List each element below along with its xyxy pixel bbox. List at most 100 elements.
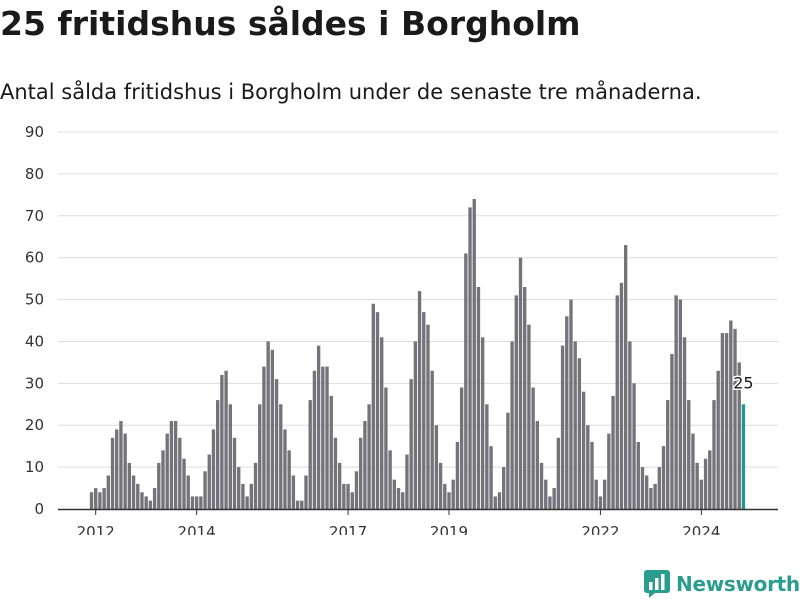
bar [531,387,535,509]
x-tick-label: 2014 [178,523,216,535]
bar [422,312,426,509]
bar [518,257,523,509]
bar [497,492,502,509]
bar [363,421,367,509]
bar [670,354,674,509]
last-value-label: 25 [733,373,753,392]
bar [577,358,582,509]
bar [590,441,594,509]
bar [573,341,577,509]
bar [283,429,287,509]
bar [506,412,510,509]
bar [607,433,611,509]
bar [539,462,544,509]
bar [645,475,649,509]
bar [405,454,409,509]
bar [94,488,98,509]
y-tick-label: 50 [25,291,44,309]
bar [123,433,127,509]
bar [291,475,296,509]
bar [316,345,321,509]
bar [371,303,375,509]
bar [451,479,455,509]
bar [682,337,687,509]
bar [165,433,169,509]
bar [182,458,186,509]
bar [729,320,733,509]
bar [459,387,464,509]
bar [258,404,262,509]
bar [207,454,211,509]
bar [346,483,350,509]
bar [152,488,157,509]
bar [602,479,607,509]
bar [619,282,624,509]
x-tick-label: 2022 [581,523,619,535]
y-tick-label: 10 [25,458,44,476]
bar [102,488,106,509]
bar [253,462,258,509]
page-title: 25 fritidshus såldes i Borgholm [0,4,581,43]
bar [472,199,476,509]
page-subtitle: Antal sålda fritidshus i Borgholm under … [0,80,702,104]
bar [161,450,165,509]
bar [173,421,178,509]
bar [136,483,140,509]
bar [548,496,552,509]
bar [493,496,497,509]
bar [611,395,615,509]
x-axis-ticks: 2012 2014 2017 2019 2022 2024 [77,509,720,535]
bar [148,500,153,509]
bar [384,387,388,509]
bar [312,370,317,509]
x-tick-label: 2017 [329,523,367,535]
bar [695,462,699,509]
bar [724,333,729,509]
bar [485,404,489,509]
bar [274,379,279,509]
y-tick-label: 70 [25,207,44,225]
bar [194,496,199,509]
bar [199,496,203,509]
bar [367,404,371,509]
bar [262,366,266,509]
bar [544,479,548,509]
bar [228,404,232,509]
bar [203,471,207,509]
y-axis-ticks: 0 10 20 30 40 50 60 70 80 90 [25,123,44,518]
logo-icon [644,570,670,598]
bar [430,370,434,509]
bar [417,291,422,509]
bar [245,496,249,509]
bar [598,496,603,509]
bar [359,437,363,509]
bars [89,199,746,509]
bar [304,475,308,509]
bar [678,299,683,509]
newsworthy-logo: Newsworthy [644,570,800,598]
bar [733,328,737,509]
bar [691,433,695,509]
y-tick-label: 60 [25,249,44,267]
bar [413,341,418,509]
bar [220,374,224,509]
bar [115,429,119,509]
bar [438,462,443,509]
bar [190,496,195,509]
bar [329,395,333,509]
bar [514,295,518,509]
bar [186,475,190,509]
bar [388,450,392,509]
bar [628,341,632,509]
bar [653,483,657,509]
bar [594,479,598,509]
bar [716,370,720,509]
bar [224,370,228,509]
bar [295,500,300,509]
y-tick-label: 40 [25,332,44,350]
y-tick-label: 90 [25,123,44,141]
bar [409,379,413,509]
bar [666,400,670,509]
bar [237,467,241,509]
x-tick-label: 2024 [682,523,720,535]
